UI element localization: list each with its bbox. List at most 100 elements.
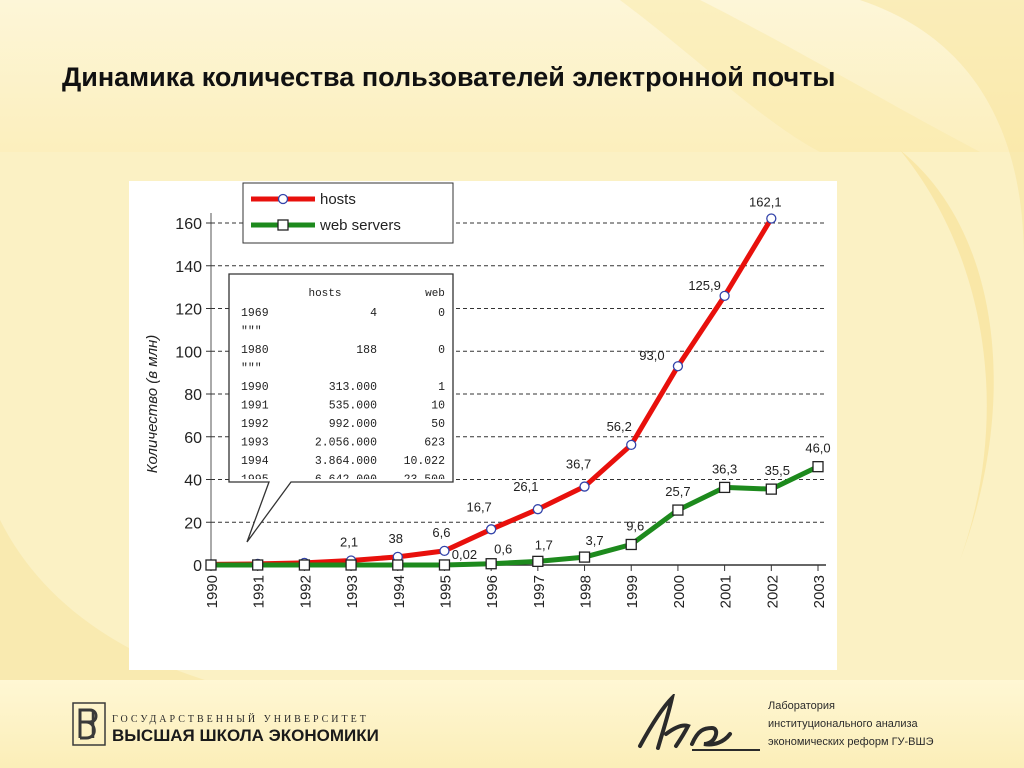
web-servers-point [392, 559, 404, 571]
callout-table-cell: 1 [438, 381, 445, 394]
callout-table-cell: """ [241, 326, 262, 339]
lab-name: Лаборатория институционального анализа э… [768, 697, 934, 751]
web-servers-point [438, 559, 451, 571]
y-tick-label: 60 [184, 430, 202, 447]
x-tick-label: 1990 [204, 575, 221, 608]
web-servers-point [205, 559, 217, 571]
callout-table-cell: 188 [356, 344, 377, 357]
hosts-point [766, 213, 777, 224]
callout-table-header: web [425, 288, 445, 300]
hse-name-line1: ГОСУДАРСТВЕННЫЙ УНИВЕРСИТЕТ [112, 714, 369, 725]
callout-table-cell: 10 [431, 400, 445, 413]
y-tick-label: 0 [193, 558, 202, 575]
web-servers-data-label: 35,5 [765, 463, 790, 478]
web-servers-point [625, 538, 637, 551]
web-servers-data-label: 3,7 [585, 533, 603, 548]
lab-logo-icon [638, 694, 760, 751]
web-servers-point [812, 461, 824, 473]
web-servers-line [211, 464, 820, 568]
hosts-point [626, 439, 637, 451]
web-servers-point [765, 483, 777, 495]
callout-table-cell: 623 [424, 437, 445, 450]
y-tick-label: 40 [184, 473, 202, 490]
callout-table-cell: 313.000 [329, 381, 377, 394]
legend-hosts-marker [277, 193, 289, 205]
x-tick-label: 1998 [578, 575, 595, 608]
web-servers-data-label: 0,6 [494, 542, 512, 557]
x-tick-label: 1994 [391, 575, 408, 608]
web-servers-data-label: 9,6 [626, 518, 644, 533]
hosts-data-label: 16,7 [466, 499, 491, 514]
x-tick-label: 1996 [484, 575, 501, 608]
callout-table-cell: 6.642.000 [315, 474, 377, 487]
y-tick-label: 100 [175, 344, 202, 361]
callout-table-cell: 1980 [241, 344, 269, 357]
callout-table-cell: """ [241, 363, 262, 376]
hosts-data-label: 6,6 [432, 525, 450, 540]
web-servers-point [485, 558, 497, 570]
web-servers-data-label: 46,0 [805, 441, 830, 456]
web-servers-data-label: 0,02 [452, 547, 477, 562]
legend-web-servers-label: web servers [319, 217, 401, 234]
legend-web-servers-marker [277, 219, 289, 231]
lab-name-line2: институционального анализа [768, 718, 918, 730]
x-tick-label: 2000 [671, 575, 688, 608]
callout-table-cell: 3.864.000 [315, 455, 377, 468]
hosts-point [486, 524, 497, 535]
callout-table-cell: 1994 [241, 455, 269, 468]
callout-table-cell: 4 [370, 307, 377, 320]
x-tick-label: 1999 [624, 575, 641, 608]
callout-box [228, 273, 454, 543]
y-tick-label: 120 [175, 302, 202, 319]
legend-hosts-label: hosts [320, 191, 356, 208]
x-tick-label: 2001 [718, 575, 735, 608]
hosts-point [532, 504, 543, 515]
callout-table-cell: 1995 [241, 474, 269, 487]
x-tick-label: 1993 [344, 575, 361, 608]
lab-name-line1: Лаборатория [768, 700, 835, 712]
chart-panel: 0 20 40 60 80 100 120 140 160 1990 1991 1992 1993 199… [129, 181, 837, 670]
web-servers-point [345, 559, 357, 571]
hosts-point [439, 545, 450, 557]
x-tick-label: 2003 [811, 575, 828, 608]
web-servers-point [718, 481, 731, 494]
y-tick-label: 140 [175, 259, 202, 276]
hse-name-line2: ВЫСШАЯ ШКОЛА ЭКОНОМИКИ [112, 726, 379, 745]
web-servers-data-label: 1,7 [535, 537, 553, 552]
hosts-data-label: 2,1 [340, 535, 358, 550]
hosts-data-label: 162,1 [749, 195, 782, 210]
lab-name-line3: экономических реформ ГУ-ВШЭ [768, 736, 934, 748]
x-tick-label: 1997 [531, 575, 548, 608]
web-servers-point [672, 504, 684, 516]
web-servers-point [578, 551, 591, 563]
callout-table-cell: 0 [438, 307, 445, 320]
callout-table-cell: 2.056.000 [315, 437, 377, 450]
hse-emblem-icon [72, 702, 106, 746]
callout-table-cell: 535.000 [329, 400, 377, 413]
web-servers-point [532, 555, 544, 568]
y-tick-label: 20 [184, 515, 202, 532]
hosts-data-label: 93,0 [639, 348, 664, 363]
callout-table-header: hosts [308, 288, 341, 300]
hosts-point [579, 481, 590, 492]
callout-table-cell: 50 [431, 418, 445, 431]
web-servers-data-label: 36,3 [712, 461, 737, 476]
y-tick-label: 160 [175, 216, 202, 233]
callout-table-cell: 10.022 [404, 455, 446, 468]
x-tick-label: 1995 [437, 575, 454, 608]
x-tick-label: 2002 [764, 575, 781, 608]
hosts-data-label: 125,9 [688, 278, 721, 293]
callout-table-cell: 1991 [241, 400, 269, 413]
callout-table-cell: 1969 [241, 307, 269, 320]
callout-table-cell: 23.500 [404, 474, 446, 487]
legend-box [242, 182, 454, 244]
web-servers-point [252, 559, 264, 571]
slide-footer-band [0, 680, 1024, 768]
hosts-point [719, 290, 730, 302]
x-tick-label: 1991 [251, 575, 268, 608]
hosts-data-label: 38 [389, 531, 403, 546]
y-tick-label: 80 [184, 387, 202, 404]
web-servers-point [298, 559, 311, 571]
